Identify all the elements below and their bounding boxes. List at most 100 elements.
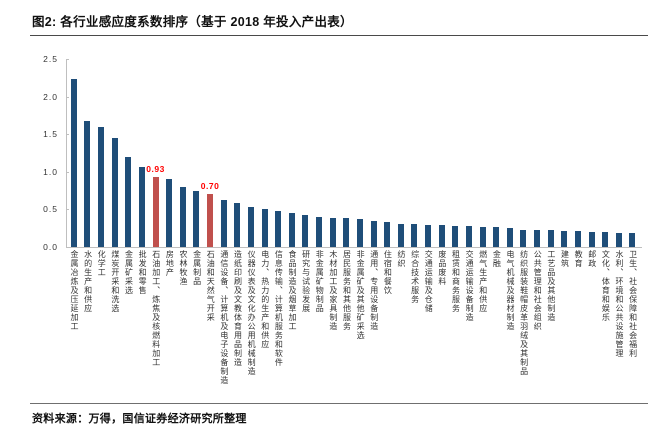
bar-slot: 信息传输、计算机服务和软件 xyxy=(271,57,285,402)
title-divider xyxy=(30,35,648,36)
bar-slot: 批发和零售 xyxy=(135,57,149,402)
bar xyxy=(193,191,200,247)
bar xyxy=(479,227,486,247)
bar-slot: 农林牧渔 xyxy=(176,57,190,402)
bar xyxy=(329,218,336,247)
category-label: 批发和零售 xyxy=(138,250,148,295)
bar xyxy=(629,233,636,247)
bar xyxy=(247,207,254,247)
bar xyxy=(316,217,323,247)
bar xyxy=(520,230,527,247)
category-label: 石油和天然气开采 xyxy=(206,250,216,322)
category-label: 金属矿采选 xyxy=(124,250,134,295)
bar xyxy=(561,231,568,247)
bar-chart: 金属冶炼及压延加工 水的生产和供应 化学工 煤炭开采和洗选 金属矿采选 批发和零售 0.93… xyxy=(67,57,639,402)
y-tick-mark xyxy=(66,134,69,136)
category-label: 租赁和商务服务 xyxy=(451,250,461,313)
category-label: 金融 xyxy=(492,250,502,268)
bar-slot: 非金属矿物制品 xyxy=(312,57,326,402)
bar xyxy=(615,233,622,247)
bar xyxy=(602,232,609,247)
bar-slot: 文化、体育和娱乐 xyxy=(598,57,612,402)
category-label: 非金属矿及其他矿采选 xyxy=(356,250,366,340)
category-label: 公共管理和社会组织 xyxy=(533,250,543,331)
category-label: 住宿和餐饮 xyxy=(383,250,393,295)
category-label: 石油加工、炼焦及核燃料加工 xyxy=(151,250,161,367)
bar-slot: 仪器仪表及文化办公用机械制造 xyxy=(244,57,258,402)
category-label: 建筑 xyxy=(560,250,570,268)
category-label: 房地产 xyxy=(165,250,175,277)
bar xyxy=(166,179,173,247)
bar xyxy=(98,127,105,247)
bar-slot: 房地产 xyxy=(162,57,176,402)
bar-slot: 建筑 xyxy=(558,57,572,402)
bar xyxy=(70,79,77,247)
source-note: 资料来源：万得，国信证券经济研究所整理 xyxy=(32,413,247,425)
bar-slot: 燃气生产和供应 xyxy=(476,57,490,402)
bar-slot: 住宿和餐饮 xyxy=(380,57,394,402)
bar-slot: 交通运输及仓储 xyxy=(421,57,435,402)
bar-slot: 电气机械及器材制造 xyxy=(503,57,517,402)
category-label: 化学工 xyxy=(97,250,107,277)
y-tick-label: 1.0 xyxy=(43,166,58,177)
category-label: 信息传输、计算机服务和软件 xyxy=(274,250,284,367)
bar xyxy=(343,218,350,247)
category-label: 金属冶炼及压延加工 xyxy=(70,250,80,331)
bar-slot: 0.93 石油加工、炼焦及核燃料加工 xyxy=(146,57,164,402)
bar xyxy=(452,226,459,247)
bar-slot: 租赁和商务服务 xyxy=(449,57,463,402)
y-tick-mark xyxy=(66,209,69,211)
bar-slot: 0.70 石油和天然气开采 xyxy=(200,57,220,402)
y-tick-label: 2.5 xyxy=(43,54,58,64)
highlighted-bar xyxy=(207,194,214,247)
category-label: 卫生、社会保障和社会福利 xyxy=(628,250,638,358)
bar xyxy=(465,226,472,247)
category-label: 电气机械及器材制造 xyxy=(506,250,516,331)
category-label: 综合技术服务 xyxy=(410,250,420,304)
category-label: 研究与试验发展 xyxy=(301,250,311,313)
category-label: 工艺品及其他制造 xyxy=(546,250,556,322)
bar-slot: 居民服务和其他服务 xyxy=(340,57,354,402)
bar-slot: 金属冶炼及压延加工 xyxy=(67,57,81,402)
bar-slot: 卫生、社会保障和社会福利 xyxy=(626,57,640,402)
bar xyxy=(288,213,295,247)
bar xyxy=(397,224,404,247)
bar xyxy=(261,209,268,247)
bar xyxy=(220,200,227,247)
y-tick-mark xyxy=(66,59,69,60)
bar xyxy=(411,224,418,247)
bar-slot: 水的生产和供应 xyxy=(81,57,95,402)
bar xyxy=(574,231,581,247)
category-label: 木材加工及家具制造 xyxy=(328,250,338,331)
category-label: 邮政 xyxy=(587,250,597,268)
footer-divider xyxy=(30,403,648,404)
bar xyxy=(493,227,500,247)
bar-slot: 化学工 xyxy=(94,57,108,402)
bar xyxy=(547,230,554,247)
bar-slot: 非金属矿及其他矿采选 xyxy=(353,57,367,402)
category-label: 通信设备、计算机及电子设备制造 xyxy=(219,250,229,385)
figure-title: 图2: 各行业感应度系数排序（基于 2018 年投入产出表） xyxy=(32,15,353,29)
category-label: 燃气生产和供应 xyxy=(478,250,488,313)
bar-slot: 造纸印刷及文教体育用品制造 xyxy=(231,57,245,402)
bar-slot: 工艺品及其他制造 xyxy=(544,57,558,402)
bar xyxy=(125,157,132,247)
bar-slot: 综合技术服务 xyxy=(408,57,422,402)
bar-slot: 金融 xyxy=(489,57,503,402)
bar-slot: 木材加工及家具制造 xyxy=(326,57,340,402)
category-label: 废品废料 xyxy=(437,250,447,286)
category-label: 文化、体育和娱乐 xyxy=(601,250,611,322)
bar-slot: 交通运输设备制造 xyxy=(462,57,476,402)
bar xyxy=(111,138,118,247)
category-label: 通用、专用设备制造 xyxy=(369,250,379,331)
bar-slot: 通信设备、计算机及电子设备制造 xyxy=(217,57,231,402)
y-tick-mark xyxy=(66,96,69,98)
category-label: 交通运输及仓储 xyxy=(424,250,434,313)
category-label: 教育 xyxy=(574,250,584,268)
bar-slot: 金属矿采选 xyxy=(122,57,136,402)
bar-slot: 电力、热力的生产和供应 xyxy=(258,57,272,402)
category-label: 仪器仪表及文化办公用机械制造 xyxy=(247,250,257,376)
bar-slot: 纺织 xyxy=(394,57,408,402)
bar-value-label: 0.70 xyxy=(200,181,220,191)
category-label: 非金属矿物制品 xyxy=(315,250,325,313)
